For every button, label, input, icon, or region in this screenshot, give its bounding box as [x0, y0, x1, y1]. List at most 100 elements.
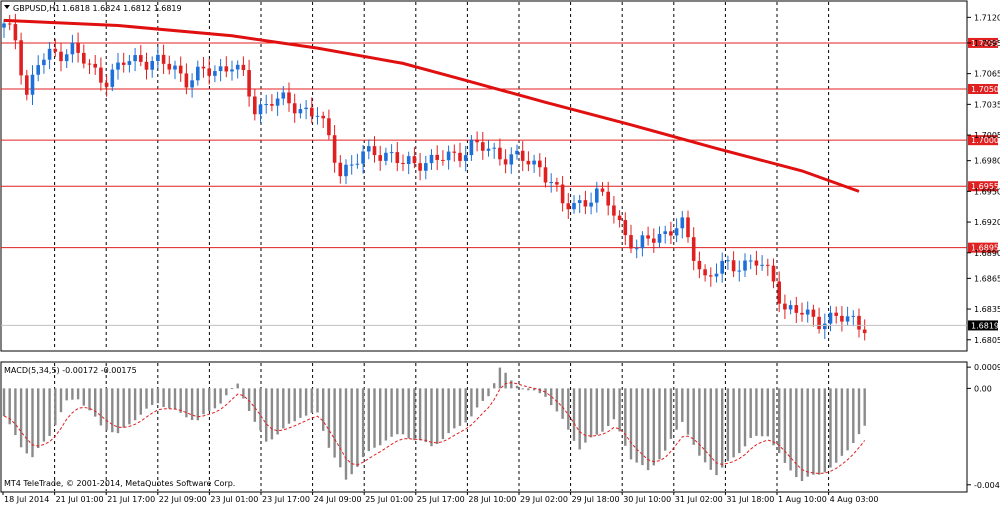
candle-body — [116, 62, 120, 70]
candle-body — [372, 146, 377, 156]
time-label: 25 Jul 17:00 — [417, 495, 465, 504]
price-tick-label: 1.7065 — [974, 70, 1000, 79]
macd-bar — [692, 388, 695, 445]
macd-bar — [646, 388, 650, 471]
macd-bar — [430, 388, 433, 447]
moving-average-line — [3, 18, 860, 193]
candle-body — [418, 163, 422, 171]
candle-body — [355, 163, 360, 165]
candle-body — [349, 164, 354, 166]
candle-body — [771, 265, 776, 282]
macd-bar — [25, 388, 28, 454]
horizontal-levels: 1.7095 1.7050 1.7000 1.6955 1.6895 — [1, 37, 999, 253]
candle-body — [572, 202, 576, 210]
macd-bar — [8, 388, 11, 425]
candle-body — [127, 61, 132, 65]
macd-bar — [173, 388, 177, 410]
macd-bar — [282, 388, 285, 429]
candle-body — [76, 42, 80, 53]
macd-signal-line — [3, 382, 866, 475]
candle-body — [156, 54, 160, 62]
candle-body — [218, 66, 223, 72]
time-label: 21 Jul 17:00 — [107, 495, 155, 504]
macd-bar — [356, 388, 359, 467]
macd-bar — [116, 388, 120, 434]
current-price-box — [968, 320, 998, 331]
header-arrow-icon — [4, 5, 10, 9]
price-tick-label: 1.6865 — [974, 274, 1000, 283]
time-label: 30 Jul 10:00 — [623, 495, 671, 504]
macd-bar — [515, 385, 519, 389]
candle-body — [327, 118, 331, 136]
candle-body — [361, 151, 365, 164]
candle-body — [862, 329, 867, 334]
level-label: 1.6895 — [971, 244, 999, 253]
macd-bar — [111, 388, 114, 433]
candle-body — [669, 231, 673, 236]
macd-bar — [230, 388, 234, 390]
macd-bar — [19, 388, 23, 448]
candle-body — [492, 147, 496, 149]
macd-bar — [304, 388, 308, 416]
macd-bar — [772, 388, 775, 446]
macd-bar — [202, 388, 205, 415]
candle-body — [247, 70, 251, 97]
candle-body — [555, 182, 559, 185]
candle-body — [703, 269, 707, 276]
candle-body — [834, 312, 838, 316]
candle-body — [663, 231, 667, 234]
candle-body — [452, 151, 457, 153]
candle-body — [823, 323, 827, 330]
macd-bar — [122, 388, 125, 428]
candle-body — [332, 135, 337, 163]
candle-body — [270, 104, 274, 106]
macd-bar — [339, 388, 342, 468]
macd-bar — [436, 388, 439, 445]
candle-body — [173, 65, 177, 70]
macd-bar — [578, 388, 581, 450]
candle-body — [304, 107, 308, 110]
time-label: 23 Jul 01:00 — [210, 495, 258, 504]
candle-body — [777, 281, 781, 304]
macd-bar — [31, 388, 34, 458]
candle-body — [766, 264, 770, 266]
candle-body — [538, 160, 542, 168]
candle-body — [139, 55, 143, 62]
macd-bar — [447, 388, 450, 434]
candle-body — [121, 62, 126, 65]
candle-body — [726, 260, 730, 262]
price-tick-label: 1.7035 — [974, 100, 1000, 109]
candle-body — [150, 61, 154, 70]
macd-bar — [493, 383, 496, 389]
macd-bar — [162, 388, 165, 408]
candle-body — [503, 159, 508, 165]
macd-bar — [213, 388, 217, 409]
macd-bar — [561, 388, 564, 419]
candle-body — [560, 184, 565, 204]
candle-body — [498, 147, 502, 160]
candle-body — [435, 154, 439, 160]
candle-body — [429, 154, 434, 164]
macd-bar — [168, 388, 171, 409]
macd-bar — [846, 388, 849, 451]
macd-bar — [652, 388, 655, 466]
level-label-box — [968, 135, 998, 146]
macd-bar — [128, 388, 131, 425]
macd-bar — [59, 388, 63, 413]
macd-bar — [361, 388, 365, 458]
macd-bar — [669, 388, 673, 439]
candle-body — [258, 104, 263, 115]
macd-bar — [105, 388, 108, 431]
time-label: 1 Aug 10:00 — [778, 495, 827, 504]
macd-bar — [664, 388, 667, 451]
macd-bar — [778, 388, 781, 454]
time-label: 18 Jul 2014 — [4, 495, 49, 504]
price-tick-label: 1.7120 — [974, 13, 1000, 22]
level-label-box — [968, 37, 998, 48]
macd-bar — [726, 388, 730, 462]
macd-bar — [555, 388, 559, 412]
macd-bar — [316, 388, 319, 413]
macd-bar — [65, 388, 68, 401]
candle-body — [845, 316, 850, 322]
macd-bar — [521, 388, 524, 390]
